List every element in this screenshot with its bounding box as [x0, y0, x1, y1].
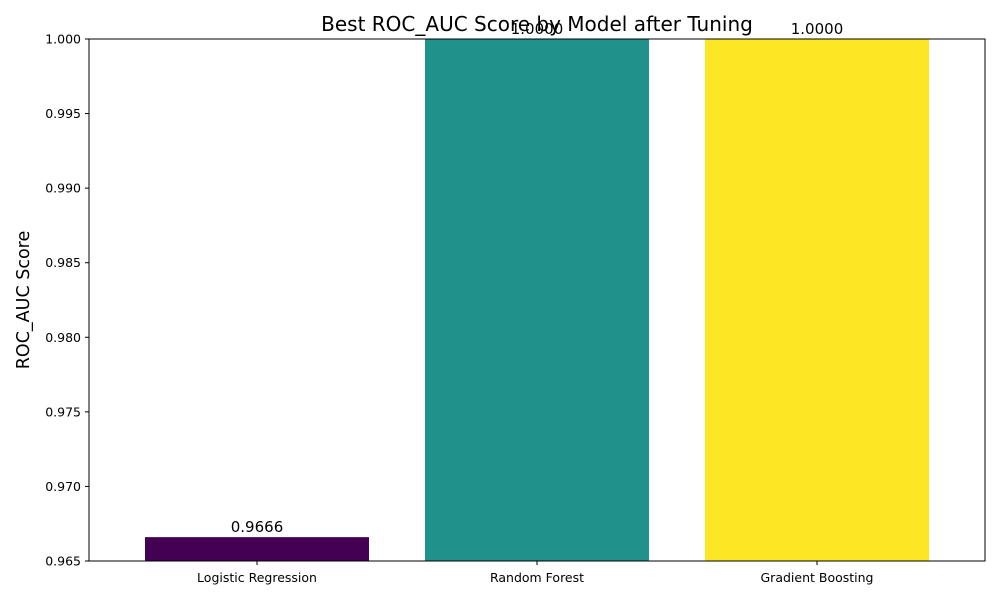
y-tick-label: 0.995 [45, 106, 81, 121]
y-axis: 0.965 0.970 0.975 0.980 0.985 0.990 0.995 1.000 [45, 32, 89, 569]
value-labels: 0.9666 1.0000 1.0000 [231, 20, 844, 536]
bar-logistic-regression [145, 537, 369, 561]
y-tick-label: 0.990 [45, 181, 81, 196]
chart-title: Best ROC_AUC Score by Model after Tuning [321, 12, 753, 36]
y-axis-label: ROC_AUC Score [14, 231, 34, 369]
value-label-logistic-regression: 0.9666 [231, 518, 284, 536]
x-tick-label-logistic-regression: Logistic Regression [197, 570, 317, 585]
y-tick-label: 1.000 [45, 32, 81, 47]
y-tick-label: 0.965 [45, 554, 81, 569]
y-tick-label: 0.975 [45, 404, 81, 419]
bars-layer [145, 39, 929, 561]
value-label-random-forest: 1.0000 [511, 20, 564, 38]
bar-gradient-boosting [705, 39, 929, 561]
x-axis: Logistic Regression Random Forest Gradient… [197, 561, 874, 585]
value-label-gradient-boosting: 1.0000 [791, 20, 844, 38]
bar-random-forest [425, 39, 649, 561]
y-tick-label: 0.970 [45, 479, 81, 494]
x-tick-label-gradient-boosting: Gradient Boosting [761, 570, 874, 585]
y-tick-label: 0.980 [45, 330, 81, 345]
y-tick-label: 0.985 [45, 255, 81, 270]
x-tick-label-random-forest: Random Forest [490, 570, 584, 585]
